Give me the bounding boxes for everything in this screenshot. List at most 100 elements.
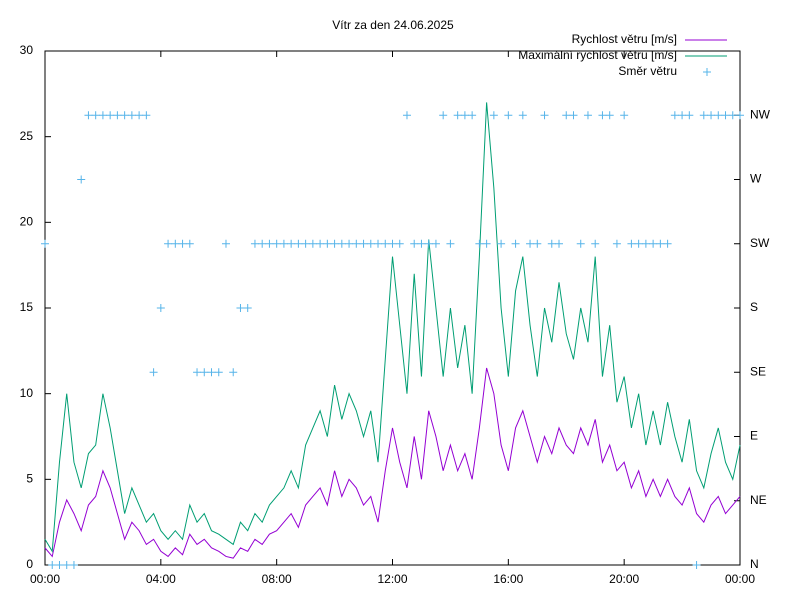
- y2-tick-label: SW: [750, 236, 770, 250]
- y-tick-label: 15: [20, 300, 34, 314]
- direction-point: [359, 239, 368, 248]
- direction-point: [91, 111, 100, 120]
- direction-point: [388, 239, 397, 248]
- direction-point: [591, 239, 600, 248]
- direction-point: [526, 239, 535, 248]
- direction-point: [236, 304, 245, 312]
- direction-point: [106, 111, 115, 120]
- direction-point: [475, 239, 484, 248]
- direction-point: [374, 239, 383, 248]
- direction-point: [663, 239, 672, 248]
- direction-point: [395, 239, 404, 248]
- direction-point: [562, 111, 571, 120]
- direction-point: [345, 239, 354, 248]
- direction-point: [171, 239, 180, 248]
- legend-label: Směr větru: [618, 64, 677, 78]
- direction-point: [627, 239, 636, 248]
- line-series: [44, 102, 741, 553]
- direction-point: [736, 111, 744, 120]
- x-tick-label: 08:00: [262, 572, 292, 586]
- direction-point: [258, 239, 267, 248]
- direction-point: [243, 304, 252, 312]
- y-tick-label: 10: [20, 386, 34, 400]
- direction-point: [511, 239, 520, 248]
- legend-label: Rychlost větru [m/s]: [572, 32, 677, 46]
- plot-frame: [44, 50, 741, 566]
- direction-point: [504, 111, 513, 120]
- direction-point: [272, 239, 281, 248]
- direction-point: [641, 239, 650, 248]
- y-tick-label: 25: [20, 129, 34, 143]
- direction-point: [113, 111, 122, 120]
- direction-point: [77, 175, 86, 184]
- direction-point: [69, 561, 78, 569]
- direction-point: [352, 239, 361, 248]
- direction-point: [410, 239, 419, 248]
- direction-point: [207, 368, 216, 377]
- direction-point: [229, 368, 238, 377]
- direction-point: [381, 239, 390, 248]
- direction-point: [178, 239, 187, 248]
- direction-point: [156, 304, 165, 312]
- direction-point: [402, 111, 411, 120]
- direction-point: [135, 111, 144, 120]
- direction-point: [221, 239, 230, 248]
- direction-point: [707, 111, 716, 120]
- direction-point: [728, 111, 737, 120]
- y2-tick-label: S: [750, 300, 758, 314]
- direction-point: [446, 239, 455, 248]
- y2-tick-label: NW: [750, 107, 771, 121]
- direction-point: [185, 239, 194, 248]
- direction-point: [330, 239, 339, 248]
- direction-point: [417, 239, 426, 248]
- direction-point: [337, 239, 346, 248]
- y2-tick-label: NE: [750, 493, 767, 507]
- direction-point: [250, 239, 259, 248]
- direction-point: [598, 111, 607, 120]
- y-tick-label: 5: [26, 472, 33, 486]
- direction-point: [540, 111, 549, 120]
- direction-point: [265, 239, 274, 248]
- direction-point: [518, 111, 527, 120]
- legend-marker: [703, 68, 711, 76]
- direction-point: [460, 111, 469, 120]
- x-tick-label: 12:00: [377, 572, 407, 586]
- direction-point: [439, 111, 448, 120]
- direction-point: [120, 111, 129, 120]
- direction-point: [533, 239, 542, 248]
- direction-point: [453, 111, 462, 120]
- direction-point: [692, 561, 701, 569]
- direction-point: [294, 239, 303, 248]
- direction-point: [431, 239, 440, 248]
- direction-point: [200, 368, 209, 377]
- direction-point: [48, 561, 57, 569]
- direction-point: [656, 239, 665, 248]
- direction-point: [279, 239, 288, 248]
- direction-point: [670, 111, 679, 120]
- direction-point: [214, 368, 223, 377]
- y-tick-label: 20: [20, 215, 34, 229]
- direction-point: [678, 111, 687, 120]
- direction-point: [583, 111, 592, 120]
- direction-point: [547, 239, 556, 248]
- y2-tick-label: SE: [750, 364, 766, 378]
- x-tick-label: 16:00: [493, 572, 523, 586]
- legend-label: Maximální rychlost větru [m/s]: [518, 48, 677, 62]
- direction-point: [649, 239, 658, 248]
- direction-point: [193, 368, 202, 377]
- direction-point: [62, 561, 71, 569]
- direction-point: [164, 239, 173, 248]
- direction-point: [612, 239, 621, 248]
- direction-point: [84, 111, 93, 120]
- direction-point: [605, 111, 614, 120]
- x-tick-label: 00:00: [30, 572, 60, 586]
- direction-point: [634, 239, 643, 248]
- direction-point: [41, 239, 49, 248]
- direction-point: [287, 239, 296, 248]
- y2-tick-label: W: [750, 172, 762, 186]
- direction-point: [366, 239, 375, 248]
- direction-point: [149, 368, 158, 377]
- line-series: [44, 367, 741, 559]
- direction-point: [127, 111, 136, 120]
- direction-point: [497, 239, 506, 248]
